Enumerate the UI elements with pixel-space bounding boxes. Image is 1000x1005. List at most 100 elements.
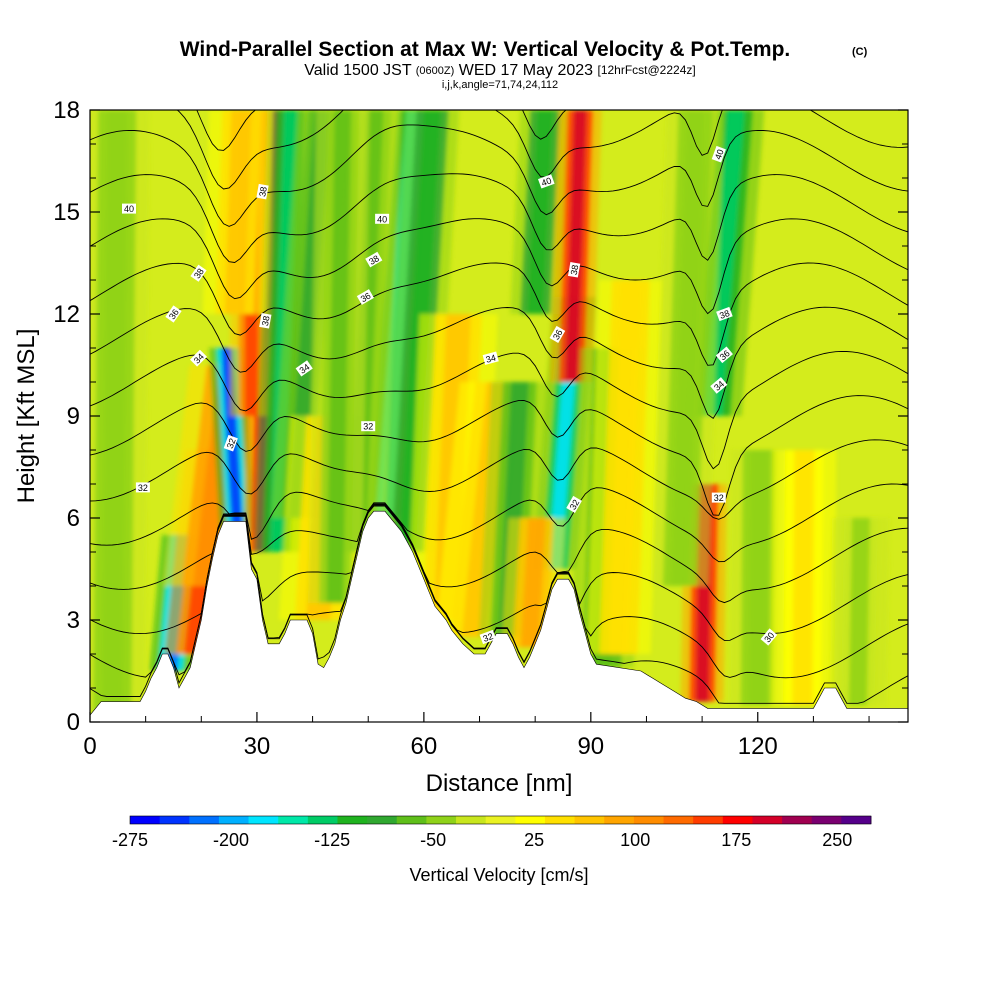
- contour-label: 38: [257, 186, 269, 198]
- colorbar-frame: [129, 815, 872, 825]
- colorbar-tick-label: 25: [524, 830, 544, 850]
- contour-label-box: [259, 313, 272, 329]
- contour-label-box: [716, 306, 733, 322]
- contour-label-group: 38: [190, 264, 207, 282]
- contour-label: 40: [540, 175, 553, 188]
- contour-label: 38: [260, 315, 272, 327]
- colorbar-tick-label: -50: [420, 830, 446, 850]
- chart-subtitle-indices: i,j,k,angle=71,74,24,112: [442, 79, 558, 91]
- theta-contour: [90, 483, 908, 563]
- contour-label: 36: [359, 291, 373, 305]
- contour-label-box: [295, 360, 313, 377]
- contour-label-group: 36: [165, 305, 182, 323]
- subtitle-valid: Valid 1500 JST: [304, 62, 412, 79]
- plot-area: 40 38 36 34 32 32 38 38 34 40 38 36 32 34 40 38 36 32 32 40…: [90, 110, 908, 722]
- contour-label-box: [135, 482, 150, 493]
- contour-label-box: [361, 421, 376, 432]
- contour-label-box: [482, 351, 499, 365]
- contour-label-group: 32: [566, 495, 582, 513]
- contour-label-group: 38: [365, 251, 383, 268]
- contour-label-group: 34: [710, 377, 728, 394]
- velocity-band: [608, 280, 641, 654]
- contour-label-group: 32: [711, 492, 726, 503]
- contour-label-box: [715, 346, 733, 364]
- contour-label-group: 38: [716, 306, 733, 322]
- velocity-band: [102, 110, 128, 712]
- colorbar-swatch: [248, 816, 279, 824]
- velocity-band: [326, 110, 352, 603]
- colorbar-swatch: [544, 816, 575, 824]
- theta-contour: [90, 350, 908, 470]
- colorbar: -275 -200 -125 -50 25 100 175 250: [112, 815, 872, 850]
- colorbar-swatch: [367, 816, 398, 824]
- theta-contour: [176, 110, 908, 190]
- contour-label-group: 38: [256, 183, 269, 200]
- colorbar-swatch: [456, 816, 487, 824]
- contour-label-group: 32: [479, 629, 497, 645]
- contour-label: 32: [714, 493, 724, 503]
- contour-label-group: 40: [375, 213, 390, 224]
- theta-contour: [90, 218, 908, 315]
- x-tick-label: 60: [411, 733, 438, 760]
- velocity-band: [670, 110, 705, 586]
- colorbar-swatch: [782, 816, 813, 824]
- contour-label: 36: [551, 328, 565, 342]
- theta-contour: [90, 173, 908, 263]
- contour-label: 38: [192, 267, 206, 281]
- contour-label-box: [190, 264, 207, 282]
- contour-label-group: 34: [482, 351, 499, 365]
- contour-label-group: 34: [295, 360, 313, 377]
- chart-subtitle: Valid 1500 JST (0600Z) WED 17 May 2023 […: [304, 61, 695, 79]
- contour-label: 36: [718, 348, 732, 362]
- contour-label-group: 36: [356, 289, 374, 305]
- colorbar-swatch: [574, 816, 605, 824]
- contour-label: 32: [568, 498, 582, 512]
- colorbar-swatch: [752, 816, 783, 824]
- contour-label: 38: [718, 308, 731, 321]
- theta-contour: [90, 395, 908, 516]
- colorbar-swatch: [189, 816, 220, 824]
- velocity-band: [520, 518, 546, 648]
- y-axis-label: Height [Kft MSL]: [13, 329, 40, 504]
- velocity-band: [564, 110, 587, 382]
- contour-label-group: 40: [122, 203, 136, 214]
- contour-label-box: [549, 325, 566, 343]
- contour-label: 40: [377, 214, 387, 224]
- contour-label: 38: [569, 264, 581, 276]
- colorbar-swatch: [604, 816, 635, 824]
- colorbar-tick-label: -200: [213, 830, 249, 850]
- theta-contour: [90, 124, 908, 227]
- colorbar-swatch: [722, 816, 753, 824]
- contour-label-box: [165, 305, 182, 323]
- contour-label: 30: [762, 630, 776, 644]
- contour-label-box: [365, 251, 383, 268]
- contour-label-box: [479, 629, 497, 645]
- subtitle-utc: (0600Z): [416, 65, 455, 77]
- x-axis-label: Distance [nm]: [426, 770, 573, 797]
- contour-label: 34: [298, 362, 312, 376]
- contour-label-box: [711, 492, 726, 503]
- colorbar-swatch: [218, 816, 249, 824]
- y-tick-label: 0: [67, 709, 80, 736]
- colorbar-swatch: [633, 816, 664, 824]
- contour-label-group: 38: [259, 313, 272, 329]
- y-tick-label: 15: [53, 199, 80, 226]
- contour-label-box: [190, 349, 207, 367]
- theta-contour: [90, 503, 908, 604]
- terrain: [90, 510, 908, 722]
- colorbar-swatch: [130, 816, 161, 824]
- contour-label-group: 40: [538, 174, 555, 189]
- x-tick-label: 90: [577, 733, 604, 760]
- x-tick-label: 0: [83, 733, 96, 760]
- colorbar-tick-label: 100: [620, 830, 650, 850]
- contour-label-group: 38: [567, 262, 581, 278]
- colorbar-swatch: [663, 816, 694, 824]
- y-tick-label: 6: [67, 505, 80, 532]
- contour-label: 34: [712, 379, 726, 393]
- contour-label: 32: [225, 437, 238, 450]
- contour-label-group: 40: [711, 145, 726, 163]
- colorbar-swatch: [515, 816, 546, 824]
